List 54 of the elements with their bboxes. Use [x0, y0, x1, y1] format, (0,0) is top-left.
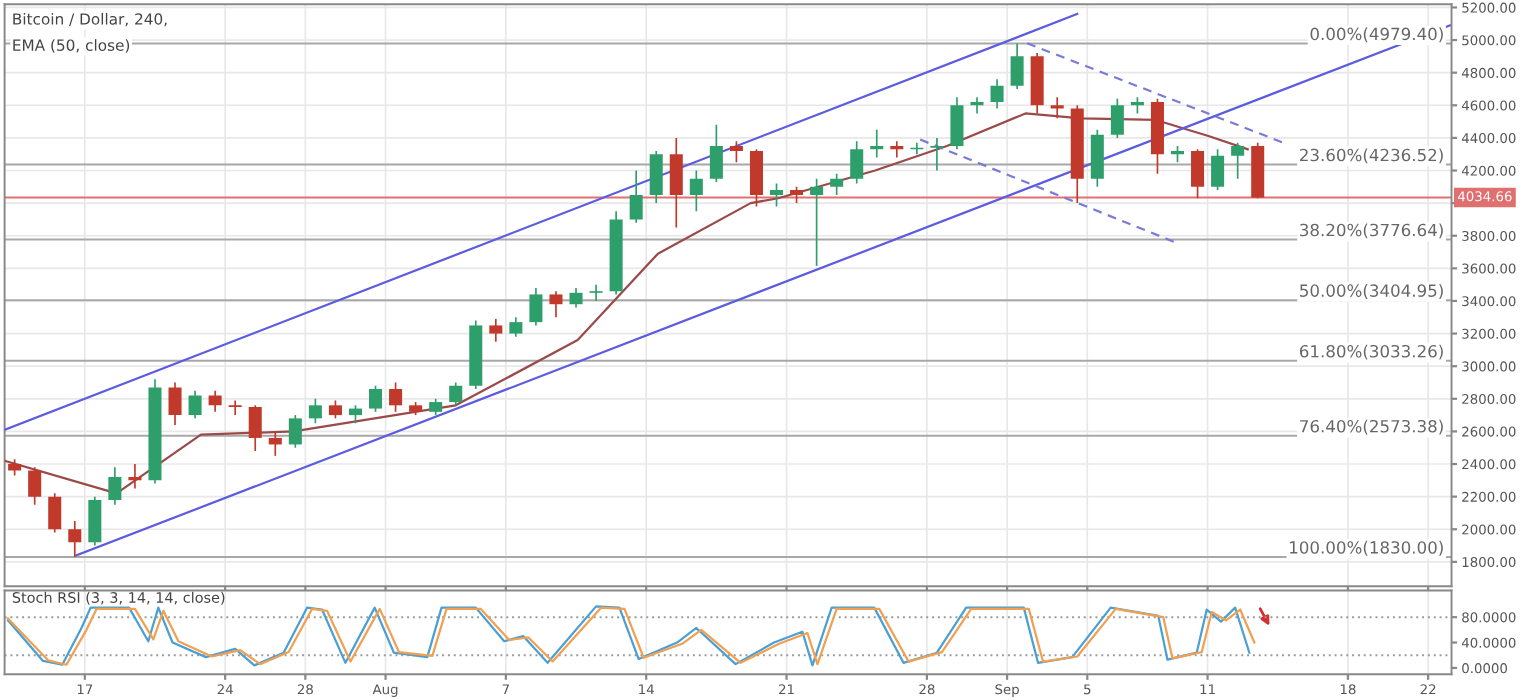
- candlestick: [489, 318, 503, 343]
- candlestick: [208, 389, 222, 413]
- candlestick: [589, 283, 603, 302]
- candlestick: [48, 492, 62, 534]
- candlestick: [28, 466, 42, 506]
- candlestick: [549, 290, 563, 319]
- ref-line-label: 0.00%(4979.40): [1310, 27, 1443, 43]
- candlestick: [749, 148, 763, 208]
- candlestick: [930, 137, 944, 172]
- candlestick: [529, 287, 543, 327]
- candlestick: [509, 316, 523, 338]
- candlestick: [870, 128, 884, 159]
- candlestick: [248, 404, 262, 452]
- candlestick: [830, 172, 844, 196]
- candlestick: [108, 466, 122, 506]
- candlestick: [729, 140, 743, 164]
- candlestick: [389, 381, 403, 413]
- candlestick: [228, 399, 242, 416]
- candlestick: [128, 463, 142, 490]
- candlestick: [68, 520, 82, 558]
- candlestick: [1090, 128, 1104, 188]
- candlestick: [88, 495, 102, 547]
- ref-line-label: 50.00%(3404.95): [1300, 284, 1443, 299]
- ref-line-label: 23.60%(4236.52): [1300, 148, 1443, 164]
- ref-line-label: 100.00%(1830.00): [1290, 540, 1443, 556]
- candlestick: [970, 96, 984, 115]
- candlestick: [1010, 42, 1024, 90]
- candlestick: [1231, 141, 1245, 180]
- candlestick: [850, 140, 864, 185]
- candlestick: [569, 287, 583, 309]
- ref-line-label: 76.40%(2573.38): [1300, 419, 1443, 435]
- candlestick: [629, 169, 643, 224]
- candlestick: [950, 96, 964, 151]
- candlestick: [1211, 148, 1225, 191]
- candlestick: [1191, 148, 1205, 200]
- candlestick: [288, 414, 302, 449]
- candlestick: [1050, 96, 1064, 120]
- candlestick: [669, 137, 683, 229]
- candlestick: [369, 384, 383, 413]
- candlestick: [990, 78, 1004, 110]
- candlestick: [890, 140, 904, 159]
- candlestick: [188, 389, 202, 420]
- ref-line-label: 38.20%(3776.64): [1300, 223, 1443, 239]
- candlestick: [770, 182, 784, 208]
- candlestick: [449, 381, 463, 407]
- candlestick: [649, 150, 663, 204]
- ref-line-label: 61.80%(3033.26): [1299, 344, 1443, 360]
- candlestick: [268, 430, 282, 457]
- candlestick: [308, 397, 322, 425]
- candlestick: [1110, 97, 1124, 139]
- candlestick: [709, 124, 723, 183]
- candlestick: [810, 177, 824, 267]
- candlestick: [168, 381, 182, 426]
- candlestick: [689, 169, 703, 213]
